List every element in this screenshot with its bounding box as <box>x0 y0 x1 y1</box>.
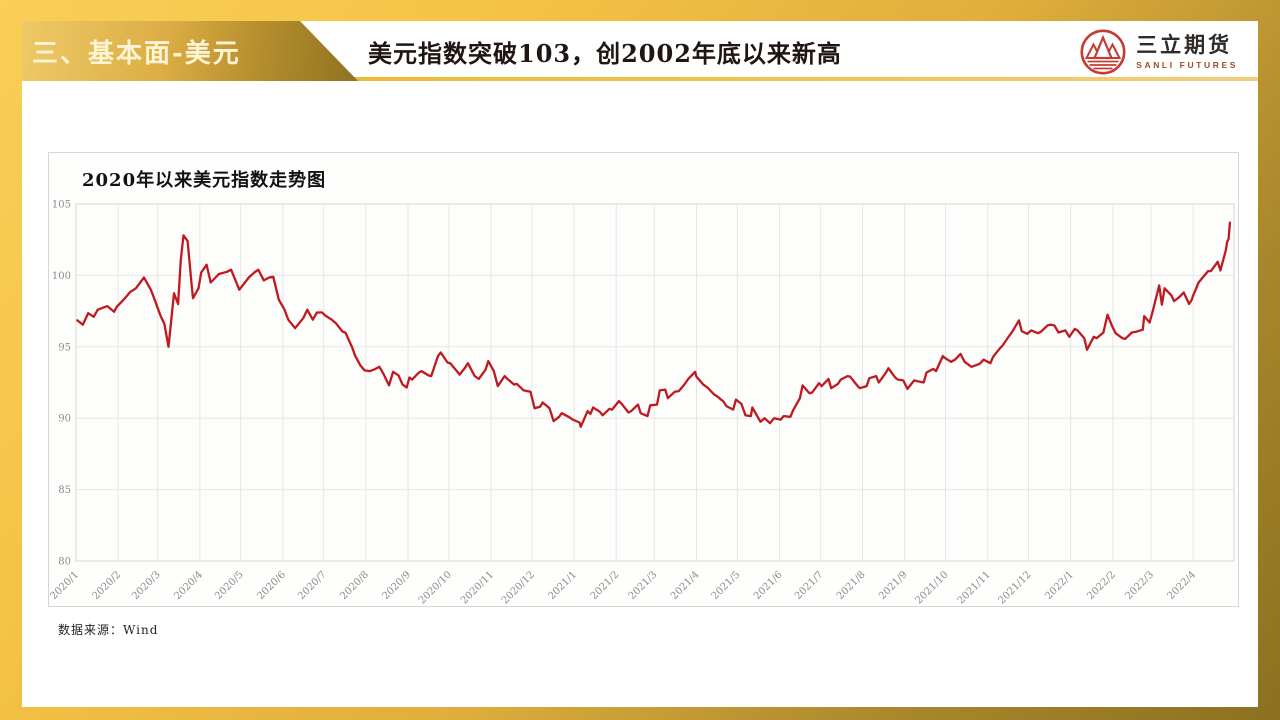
svg-text:85: 85 <box>58 485 71 496</box>
svg-text:2021/9: 2021/9 <box>877 569 910 602</box>
svg-text:90: 90 <box>58 414 71 425</box>
svg-text:2021/11: 2021/11 <box>956 569 993 606</box>
svg-text:2020/5: 2020/5 <box>213 569 246 602</box>
svg-text:2020/11: 2020/11 <box>459 569 496 606</box>
company-logo: 三立期货 SANLI FUTURES <box>1079 27 1238 77</box>
svg-text:2021/7: 2021/7 <box>793 569 826 602</box>
svg-text:2020/6: 2020/6 <box>255 569 288 602</box>
svg-text:2022/2: 2022/2 <box>1085 569 1118 602</box>
svg-text:80: 80 <box>58 557 71 568</box>
plot-border <box>75 203 1235 562</box>
section-title: 三、基本面-美元 <box>32 38 241 69</box>
svg-text:2020/12: 2020/12 <box>500 569 537 606</box>
x-axis-labels: 2020/1 2020/2 2020/3 2020/4 2020/5 2020/6 2020… <box>49 569 1198 606</box>
svg-text:2020/7: 2020/7 <box>296 569 329 602</box>
dxy-line <box>76 221 1232 428</box>
svg-text:2021/2: 2021/2 <box>589 569 622 602</box>
section-banner: 三、基本面-美元 <box>22 21 358 81</box>
header-gold-underline <box>22 77 1258 81</box>
slide-title: 美元指数突破103，创2002年底以来新高 <box>368 38 842 68</box>
svg-text:2020/2: 2020/2 <box>91 569 124 602</box>
svg-text:2020/4: 2020/4 <box>172 569 205 602</box>
svg-text:2022/1: 2022/1 <box>1043 569 1076 602</box>
svg-text:95: 95 <box>58 342 71 353</box>
svg-text:2020/9: 2020/9 <box>380 569 413 602</box>
sanli-mountains-icon <box>1080 29 1126 75</box>
svg-text:2021/4: 2021/4 <box>669 569 702 602</box>
logo-name-en: SANLI FUTURES <box>1136 59 1238 70</box>
svg-text:2022/4: 2022/4 <box>1166 569 1199 602</box>
chart-title: 2020年以来美元指数走势图 <box>82 170 327 191</box>
plot-area <box>76 204 1234 561</box>
logo-text: 三立期货 SANLI FUTURES <box>1136 32 1238 70</box>
logo-name-cn: 三立期货 <box>1136 32 1233 58</box>
slide-content: 2020年以来美元指数走势图 80 85 90 95 100 105 2020/1 2020/… <box>22 81 1258 707</box>
svg-text:105: 105 <box>52 200 71 211</box>
svg-text:2020/3: 2020/3 <box>130 569 163 602</box>
chart-panel: 2020年以来美元指数走势图 80 85 90 95 100 105 2020/1 2020/… <box>48 152 1239 607</box>
svg-text:2021/1: 2021/1 <box>546 569 579 602</box>
svg-text:100: 100 <box>52 271 71 282</box>
svg-text:2021/8: 2021/8 <box>835 569 868 602</box>
y-axis-labels: 80 85 90 95 100 105 <box>52 200 71 568</box>
data-source-note: 数据来源：Wind <box>58 623 159 637</box>
svg-text:2021/10: 2021/10 <box>913 569 950 606</box>
svg-text:2021/6: 2021/6 <box>752 569 785 602</box>
svg-text:2021/12: 2021/12 <box>996 569 1033 606</box>
svg-text:2020/1: 2020/1 <box>49 569 81 602</box>
svg-text:2020/8: 2020/8 <box>338 569 371 602</box>
svg-text:2021/5: 2021/5 <box>710 569 743 602</box>
svg-text:2020/10: 2020/10 <box>417 569 454 606</box>
svg-text:2022/3: 2022/3 <box>1123 569 1156 602</box>
svg-text:2021/3: 2021/3 <box>627 569 660 602</box>
